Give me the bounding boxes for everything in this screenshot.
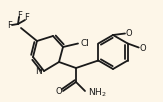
Text: O: O — [126, 28, 133, 38]
Text: F: F — [25, 13, 30, 23]
Text: O: O — [56, 88, 62, 96]
Text: Cl: Cl — [81, 38, 90, 48]
Text: O: O — [140, 44, 146, 53]
Text: NH$_2$: NH$_2$ — [88, 87, 107, 99]
Text: F: F — [18, 11, 22, 19]
Text: F: F — [7, 21, 12, 29]
Text: N: N — [36, 68, 42, 76]
